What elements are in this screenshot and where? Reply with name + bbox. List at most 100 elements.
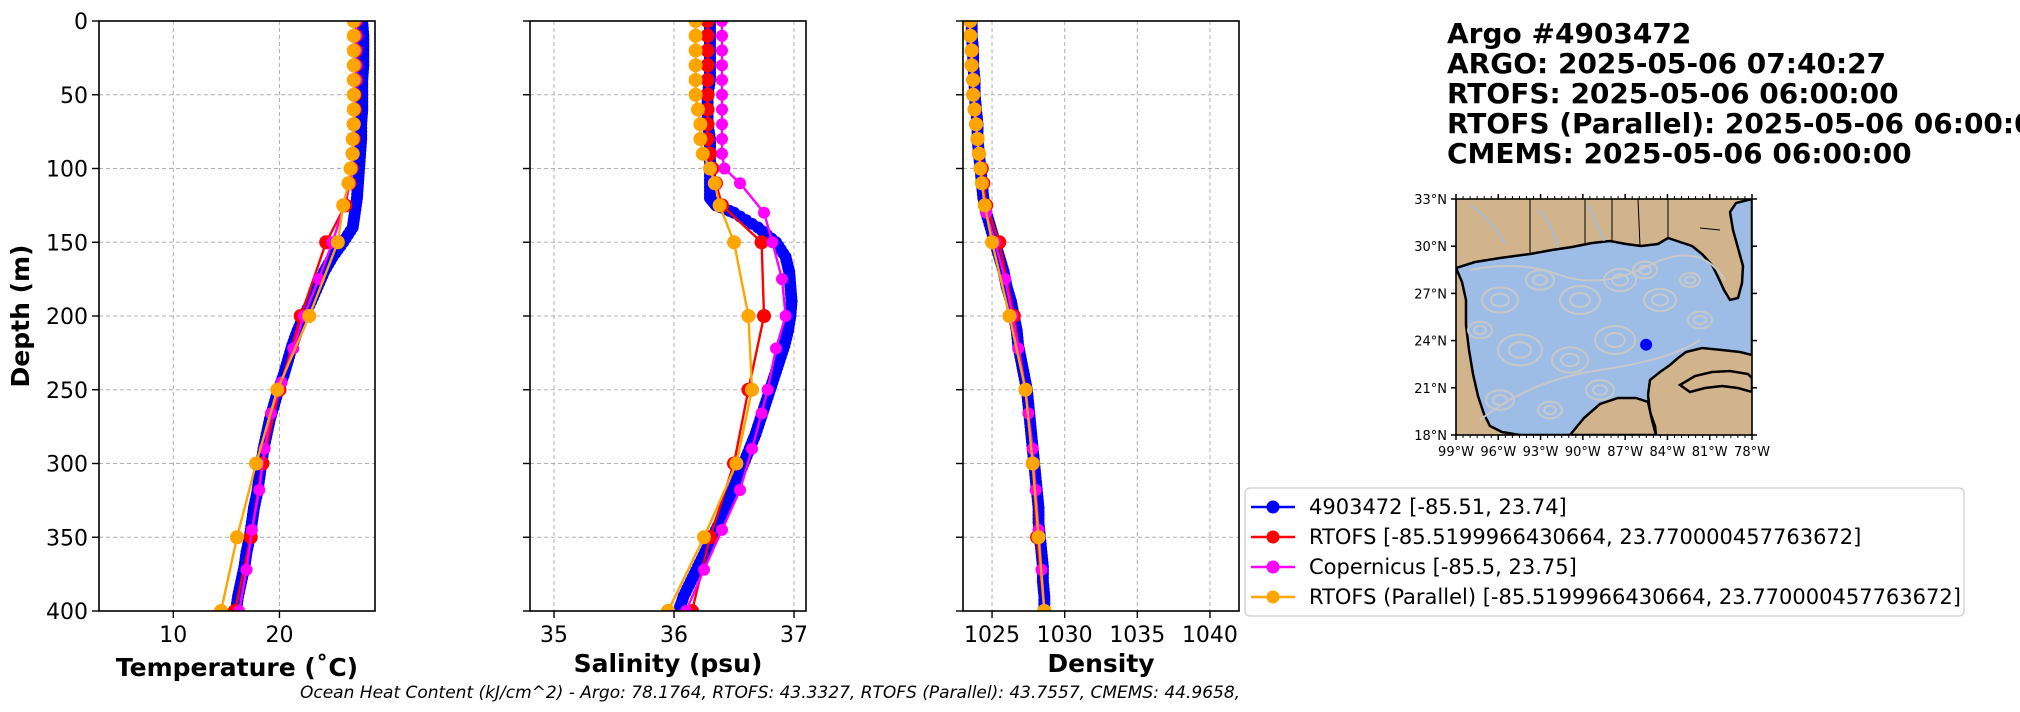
salinity-point-copernicus (770, 342, 782, 355)
map-streamline (1467, 320, 1493, 340)
map-lon-label: 87°W (1607, 445, 1643, 460)
salinity-point-copernicus (716, 21, 728, 27)
salinity-point-rtofs (700, 28, 715, 43)
map-lon-label: 96°W (1480, 445, 1516, 460)
temperature-point-rtofs_parallel (346, 21, 361, 28)
salinity-point-rtofs_parallel (695, 146, 710, 161)
legend-label-rtofs: RTOFS [-85.5199966430664, 23.77000045776… (1309, 525, 1861, 549)
density-point-rtofs_parallel (971, 146, 986, 161)
salinity-point-copernicus (716, 59, 728, 72)
legend-marker-rtofs_parallel (1266, 590, 1280, 604)
density-xtick-label: 1040 (1182, 623, 1238, 648)
salinity-point-copernicus (734, 484, 746, 497)
temperature-point-rtofs_parallel (330, 235, 345, 250)
map-streamline (1604, 332, 1626, 348)
salinity-xtick-label: 35 (540, 623, 568, 648)
salinity-point-rtofs_parallel (693, 117, 708, 132)
density-xtick-label: 1025 (964, 623, 1020, 648)
depth-tick-label: 50 (60, 84, 88, 109)
salinity-point-rtofs (700, 87, 715, 102)
temperature-point-copernicus (233, 605, 246, 611)
depth-ylabel: Depth (m) (6, 245, 35, 388)
salinity-point-rtofs (757, 309, 771, 323)
map-lat-label: 27°N (1414, 287, 1447, 302)
salinity-point-rtofs_parallel (697, 530, 711, 545)
temperature-point-rtofs_parallel (249, 456, 264, 471)
map-streamline (1643, 287, 1677, 313)
salinity-xlabel: Salinity (psu) (574, 649, 763, 678)
density-ticks: 1025 1030 1035 1040 (956, 20, 1238, 648)
temperature-grid (99, 20, 375, 612)
legend-marker-rtofs (1266, 530, 1280, 544)
temperature-point-rtofs_parallel (214, 604, 229, 611)
salinity-point-copernicus (761, 383, 774, 396)
density-point-rtofs_parallel (1025, 456, 1040, 471)
depth-tick-label: 200 (46, 305, 88, 330)
temperature-point-rtofs_parallel (346, 28, 361, 43)
map-streamlines (1467, 254, 1726, 421)
salinity-point-rtofs_parallel (712, 198, 727, 213)
density-point-rtofs_parallel (1018, 382, 1033, 397)
salinity-point-copernicus (716, 147, 728, 160)
temperature-point-rtofs_parallel (270, 382, 285, 397)
salinity-xtick-label: 37 (780, 623, 808, 648)
salinity-point-rtofs_parallel (688, 73, 703, 87)
temperature-point-rtofs_parallel (302, 309, 317, 323)
temperature-point-rtofs_parallel (346, 102, 361, 117)
salinity-point-copernicus (716, 44, 728, 57)
map-streamline (1469, 254, 1726, 282)
temperature-point-copernicus (240, 563, 253, 576)
legend: 4903472 [-85.51, 23.74] RTOFS [-85.519996… (1244, 487, 1965, 617)
temperature-point-rtofs_parallel (346, 87, 361, 102)
title-line-argo-id: Argo #4903472 (1447, 17, 1691, 50)
legend-entry-argo: 4903472 [-85.51, 23.74] (1251, 495, 1567, 519)
density-point-rtofs_parallel (974, 176, 989, 191)
density-xtick-label: 1035 (1109, 623, 1165, 648)
salinity-point-copernicus (776, 273, 788, 286)
map-rivers (1469, 204, 1605, 249)
map-streamline (1537, 400, 1563, 420)
salinity-series-copernicus (680, 21, 792, 611)
temperature-point-rtofs_parallel (345, 132, 360, 146)
map-lon-label: 99°W (1438, 445, 1474, 460)
map-streamline (1532, 274, 1548, 286)
title-line-rtofs-time: RTOFS: 2025-05-06 06:00:00 (1447, 77, 1899, 110)
legend-entry-rtofs_parallel: RTOFS (Parallel) [-85.5199966430664, 23.… (1251, 585, 1961, 609)
map-streamline (1560, 352, 1580, 368)
map-streamline (1473, 324, 1487, 336)
temperature-point-rtofs_parallel (346, 117, 361, 132)
temperature-xlabel: Temperature (˚C) (116, 653, 358, 682)
map-ocean-gulf-of-mexico (1456, 199, 1752, 435)
title-block: Argo #4903472 ARGO: 2025-05-06 07:40:27 … (1447, 17, 2020, 170)
salinity-point-copernicus (718, 162, 731, 175)
map-streamline (1569, 292, 1591, 308)
map-state-borders (1529, 199, 1721, 254)
salinity-xtick-label: 36 (660, 623, 688, 648)
temperature-series (214, 21, 370, 611)
temperature-point-rtofs_parallel (341, 176, 356, 191)
salinity-point-rtofs_parallel (693, 132, 708, 146)
map-lat-label: 30°N (1414, 240, 1447, 255)
map-streamline (1485, 389, 1515, 411)
map-lon-label: 84°W (1649, 445, 1685, 460)
salinity-point-copernicus (716, 74, 728, 86)
salinity-point-rtofs_parallel (741, 309, 756, 323)
density-xtick-label: 1030 (1037, 623, 1093, 648)
salinity-series (661, 21, 798, 611)
map-yucatan (1568, 396, 1658, 435)
temperature-point-rtofs_parallel (230, 530, 244, 545)
salinity-point-rtofs (700, 73, 715, 87)
salinity-point-rtofs_parallel (688, 87, 703, 102)
salinity-point-rtofs_parallel (661, 604, 675, 611)
salinity-point-copernicus (716, 103, 728, 116)
salinity-point-copernicus (779, 310, 792, 322)
salinity-point-copernicus (716, 133, 728, 145)
argo-float-marker (1640, 338, 1653, 351)
salinity-point-rtofs (754, 235, 769, 250)
salinity-point-copernicus (766, 236, 779, 249)
density-point-rtofs_parallel (964, 58, 979, 73)
depth-tick-label: 100 (46, 158, 88, 183)
depth-tick-label: 350 (46, 526, 88, 551)
